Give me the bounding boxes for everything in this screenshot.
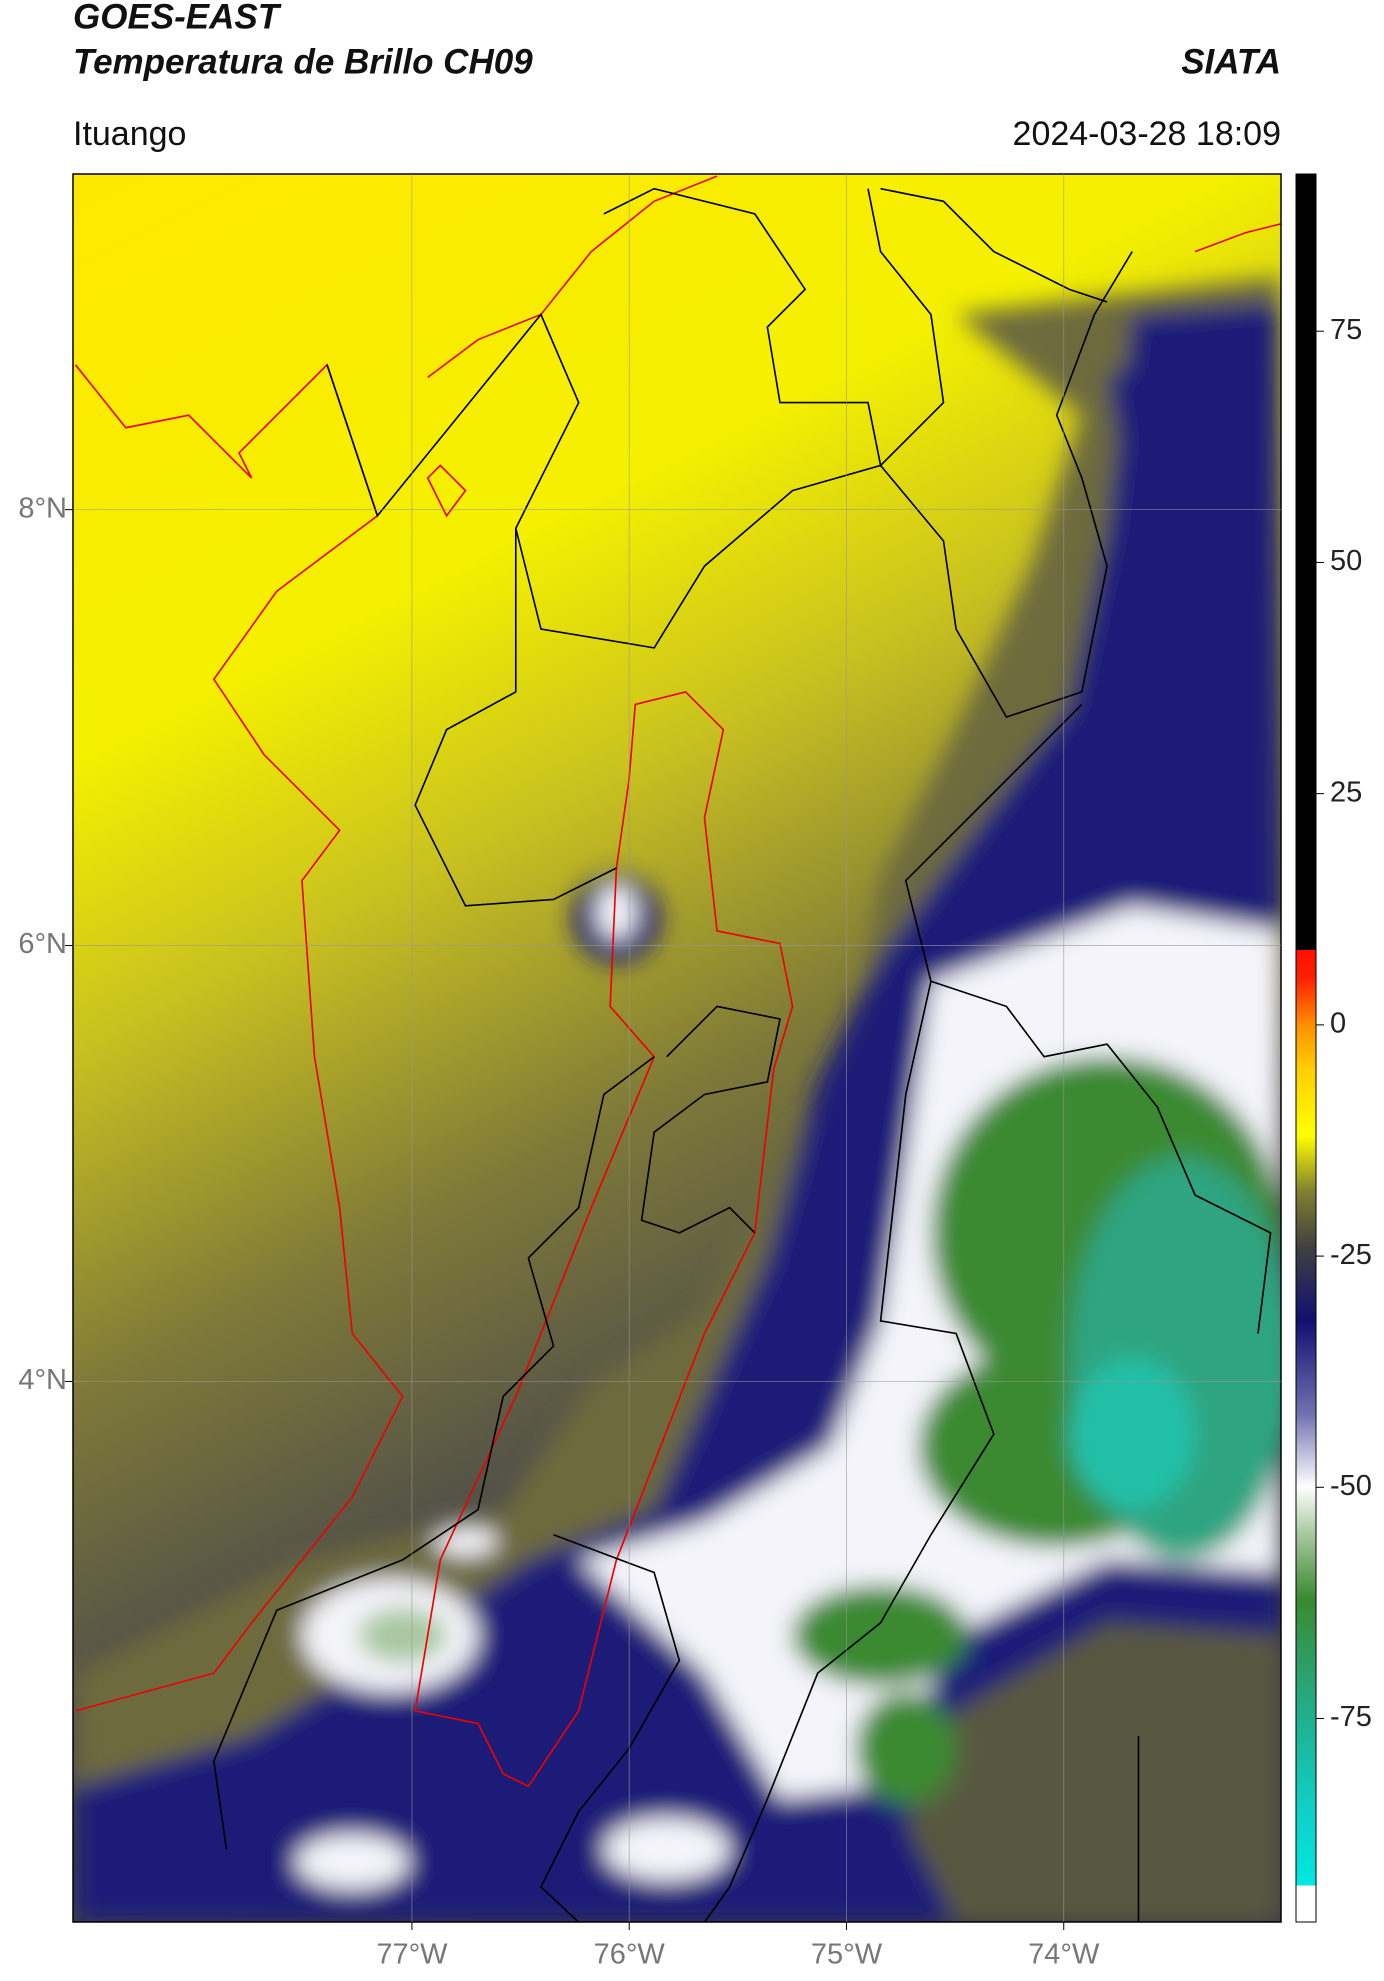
x-tick-label: 75°W <box>811 1939 883 1971</box>
x-tick-label: 77°W <box>376 1939 448 1971</box>
y-tick-label: 6°N <box>18 928 67 960</box>
y-tick-label: 8°N <box>18 492 67 524</box>
colorbar-label: -50 <box>1330 1470 1372 1502</box>
title: GOES-EAST <box>73 0 282 36</box>
datetime: 2024-03-28 18:09 <box>1013 115 1281 153</box>
colorbar <box>1295 173 1317 1923</box>
y-tick-label: 4°N <box>18 1364 67 1396</box>
colorbar-label: 25 <box>1330 776 1362 808</box>
colorbar-label: 50 <box>1330 545 1362 577</box>
subtitle: Temperatura de Brillo CH09 <box>73 42 533 81</box>
colorbar-label: -25 <box>1330 1239 1372 1271</box>
x-tick-label: 74°W <box>1028 1939 1100 1971</box>
colorbar-label: 0 <box>1330 1008 1346 1040</box>
x-tick-label: 76°W <box>594 1939 666 1971</box>
source: SIATA <box>1181 42 1281 81</box>
satellite-image <box>73 174 1281 1922</box>
map-frame <box>72 173 1282 1923</box>
graticule <box>73 174 1281 1922</box>
colorbar-label: -75 <box>1330 1701 1372 1733</box>
location: Ituango <box>73 115 186 153</box>
colorbar-label: 75 <box>1330 314 1362 346</box>
